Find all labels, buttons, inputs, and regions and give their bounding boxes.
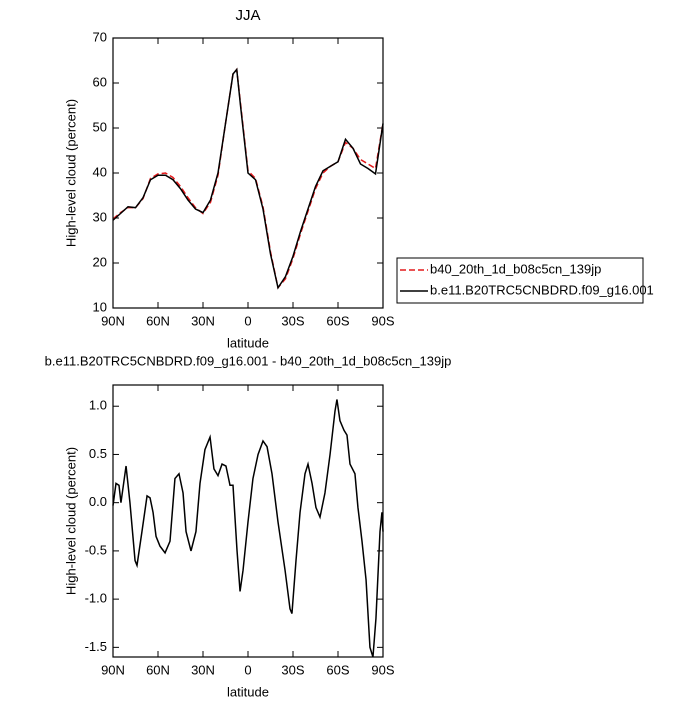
x-tick-label: 0 [244,662,251,677]
x-tick-label: 30N [191,313,215,328]
x-tick-label: 90N [101,313,125,328]
plot-frame [112,37,384,309]
y-tick-label: 10 [93,299,107,314]
y-tick-label: -1.0 [85,591,107,606]
x-tick-label: 60N [146,662,170,677]
x-tick-label: 60S [326,662,349,677]
x-tick-label: 30S [281,313,304,328]
x-tick-label: 30S [281,662,304,677]
data-line [112,67,384,290]
x-axis-label: latitude [227,335,269,350]
y-tick-label: 0.0 [89,494,107,509]
x-tick-label: 90N [101,662,125,677]
y-tick-label: 0.5 [89,446,107,461]
y-tick-label: -1.5 [85,639,107,654]
y-tick-label: -0.5 [85,542,107,557]
y-tick-label: 30 [93,209,107,224]
y-axis-label: High-level cloud (percent) [63,99,78,247]
x-tick-label: 90S [371,313,394,328]
y-tick-label: 60 [93,74,107,89]
x-tick-label: 0 [244,313,251,328]
plot-frame [112,384,384,658]
x-axis-label: latitude [227,684,269,699]
y-tick-label: 20 [93,254,107,269]
y-tick-label: 70 [93,29,107,44]
x-tick-label: 60S [326,313,349,328]
y-axis-label: High-level cloud (percent) [63,447,78,595]
x-tick-label: 60N [146,313,170,328]
x-tick-label: 30N [191,662,215,677]
chart-title: JJA [235,7,260,24]
legend-label: b40_20th_1d_b08c5cn_139jp [430,261,601,276]
y-tick-label: 40 [93,164,107,179]
chart-title: b.e11.B20TRC5CNBDRD.f09_g16.001 - b40_20… [45,353,452,368]
legend-box [396,257,644,304]
data-line [112,399,384,658]
x-tick-label: 90S [371,662,394,677]
legend-label: b.e11.B20TRC5CNBDRD.f09_g16.001 [430,282,654,297]
y-tick-label: 1.0 [89,398,107,413]
y-tick-label: 50 [93,119,107,134]
